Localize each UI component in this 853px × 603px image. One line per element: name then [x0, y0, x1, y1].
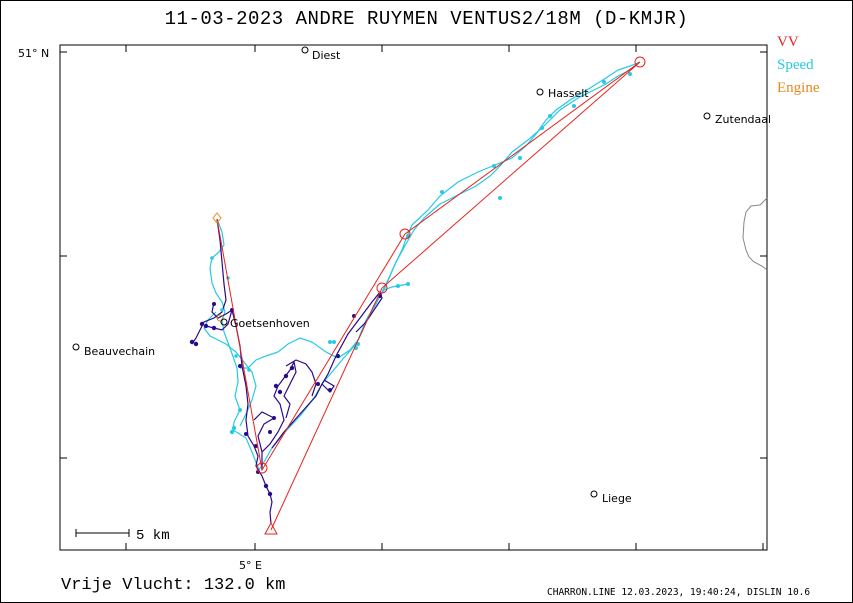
turnpoint-4	[256, 462, 268, 474]
place-label-zutendaal: Zutendaal	[715, 113, 771, 126]
place-label-diest: Diest	[312, 49, 341, 62]
turnpoint-3	[376, 282, 388, 294]
lat-label: 51° N	[18, 47, 49, 60]
scale-bar	[75, 529, 130, 537]
place-marker-diest	[301, 46, 309, 54]
legend-speed: Speed	[777, 57, 814, 73]
turnpoint-1	[399, 228, 411, 240]
legend-engine: Engine	[777, 80, 820, 96]
axis-ticks	[60, 45, 767, 550]
scale-bar-label: 5 km	[136, 528, 170, 544]
place-markers	[72, 46, 711, 498]
legend-vv: VV	[777, 34, 799, 50]
place-marker-liege	[590, 490, 598, 498]
speed-track	[203, 61, 641, 472]
place-label-goetsenhoven: Goetsenhoven	[230, 317, 310, 330]
place-marker-goetsenhoven	[220, 318, 228, 326]
route-lines	[216, 61, 641, 531]
turnpoint-2	[634, 56, 646, 68]
map-border	[59, 44, 768, 551]
lon-label: 5° E	[239, 559, 262, 572]
footer-credit: CHARRON.LINE 12.03.2023, 19:40:24, DISLI…	[547, 587, 811, 598]
place-marker-zutendaal	[703, 112, 711, 120]
place-label-liege: Liege	[602, 492, 632, 505]
country-border	[742, 197, 768, 271]
place-label-beauvechain: Beauvechain	[84, 345, 155, 358]
climb-track	[191, 218, 383, 525]
page-title: 11-03-2023 ANDRE RUYMEN VENTUS2/18M (D-K…	[164, 8, 689, 30]
engine-marker	[216, 314, 224, 322]
start-diamond	[212, 212, 222, 224]
turnpoints	[256, 56, 646, 535]
place-marker-beauvechain	[72, 343, 80, 351]
distance-summary: Vrije Vlucht: 132.0 km	[61, 576, 286, 595]
place-marker-hasselt	[536, 88, 544, 96]
place-label-hasselt: Hasselt	[548, 87, 589, 100]
finish-triangle	[264, 521, 278, 535]
